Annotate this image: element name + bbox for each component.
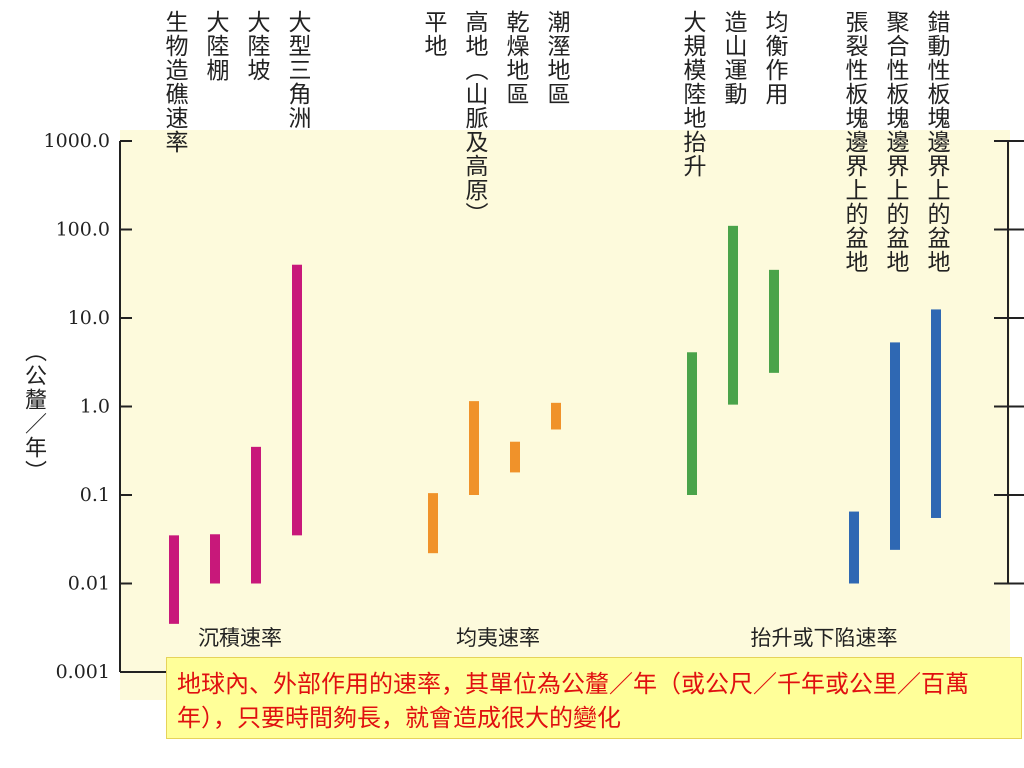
caption: 地球內、外部作用的速率，其單位為公釐／年（或公尺／千年或公里／百萬年），只要時間…	[166, 657, 1022, 739]
bar-label: 張裂性板塊邊界上的盆地	[841, 10, 869, 274]
tick-label: 1.0	[80, 396, 110, 418]
plot-background	[120, 130, 1010, 700]
bar	[687, 352, 697, 495]
bar	[169, 535, 179, 624]
bar-label: 高地（山脈及高原）	[461, 10, 489, 226]
bar-label: 聚合性板塊邊界上的盆地	[882, 10, 910, 274]
bar-label: 大型三角洲	[284, 10, 312, 130]
bar-label: 乾燥地區	[502, 10, 530, 106]
bar-label: 潮溼地區	[543, 10, 571, 106]
bar	[469, 401, 479, 495]
bar	[551, 402, 561, 430]
tick-label: 0.001	[56, 661, 110, 683]
bar-label: 大陸坡	[243, 10, 271, 82]
bars	[169, 225, 941, 624]
bar	[428, 493, 438, 554]
bar	[931, 309, 941, 518]
group-labels: 沉積速率 均夷速率 抬升或下陷速率	[198, 626, 898, 650]
bar-label: 造山運動	[720, 10, 748, 106]
axes: 1000.0 100.0 10.0 1.0 0.1 0.01 0.001	[44, 130, 1024, 683]
tick-label: 0.1	[80, 484, 110, 506]
group-label: 均夷速率	[456, 626, 540, 650]
bar-label: 均衡作用	[761, 10, 789, 106]
y-axis-label: （公釐／年）	[21, 340, 46, 484]
bar	[510, 441, 520, 473]
bar-label: 平地	[420, 10, 448, 58]
tick-label: 0.01	[68, 573, 110, 595]
bar	[728, 225, 738, 405]
bar	[890, 342, 900, 550]
bar	[251, 446, 261, 584]
bar-label: 大陸棚	[202, 10, 230, 82]
bar	[292, 264, 302, 536]
bar-label: 生物造礁速率	[161, 10, 189, 154]
tick-label: 100.0	[56, 219, 110, 241]
bar	[849, 511, 859, 584]
tick-label: 1000.0	[44, 130, 110, 152]
bar-labels: 生物造礁速率 大陸棚 大陸坡 大型三角洲 平地 高地（山脈及高原） 乾燥地區 潮溼地區 大規模陸…	[161, 10, 951, 274]
group-label: 抬升或下陷速率	[751, 626, 898, 650]
bar	[769, 269, 779, 373]
bar-label: 錯動性板塊邊界上的盆地	[923, 10, 951, 274]
bar	[210, 534, 220, 584]
bar-label: 大規模陸地抬升	[679, 10, 707, 178]
group-label: 沉積速率	[198, 626, 282, 650]
tick-label: 10.0	[68, 307, 110, 329]
